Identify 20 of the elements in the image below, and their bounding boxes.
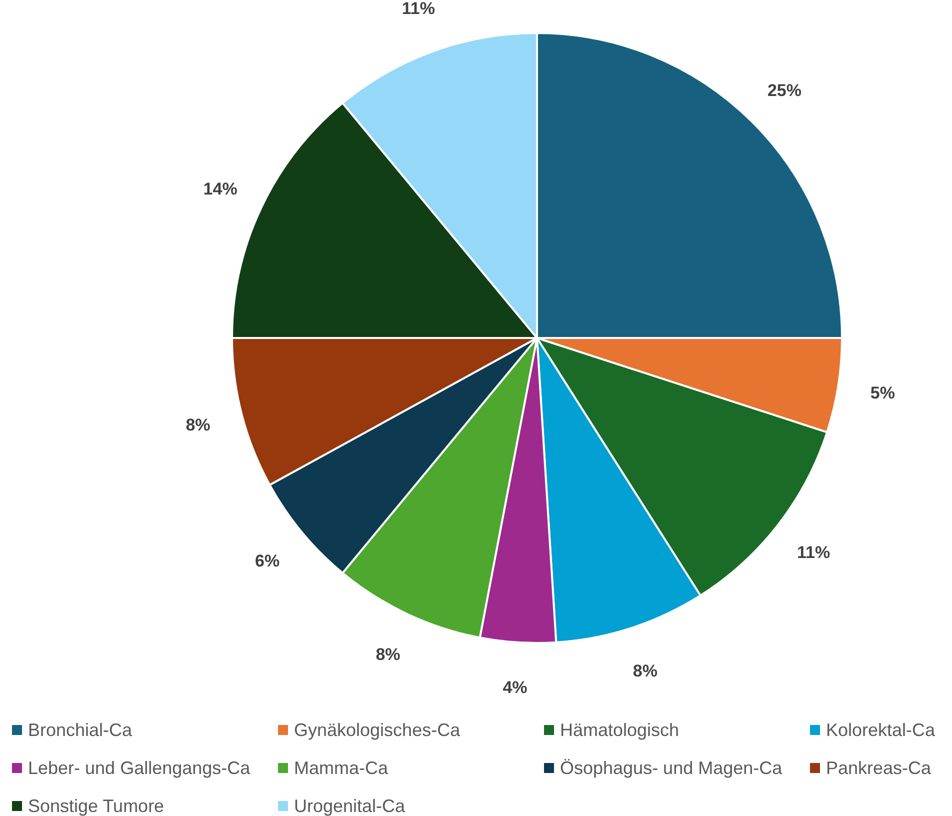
data-label: 8% — [632, 661, 658, 680]
data-label: 4% — [502, 678, 528, 697]
data-label: 6% — [255, 552, 280, 571]
legend-label: Leber- und Gallengangs-Ca — [28, 758, 252, 778]
data-label: 5% — [870, 383, 895, 402]
data-label: 11% — [402, 0, 435, 18]
legend-label: Kolorektal-Ca — [826, 720, 936, 740]
legend-label: Sonstige Tumore — [28, 796, 164, 816]
data-label: 8% — [376, 645, 400, 664]
legend-label: Urogenital-Ca — [294, 796, 406, 816]
data-label: 14% — [203, 179, 238, 198]
data-label: 8% — [186, 416, 210, 435]
legend-label: Gynäkologisches-Ca — [294, 720, 462, 740]
data-label: 25% — [767, 81, 802, 100]
legend-label: Bronchial-Ca — [28, 720, 134, 740]
legend-label: Mamma-Ca — [294, 758, 389, 778]
legend-label: Ösophagus- und Magen-Ca — [560, 758, 784, 778]
legend-label: Hämatologisch — [560, 720, 680, 740]
legend-label: Pankreas-Ca — [826, 758, 932, 778]
data-label: 11% — [797, 543, 830, 562]
